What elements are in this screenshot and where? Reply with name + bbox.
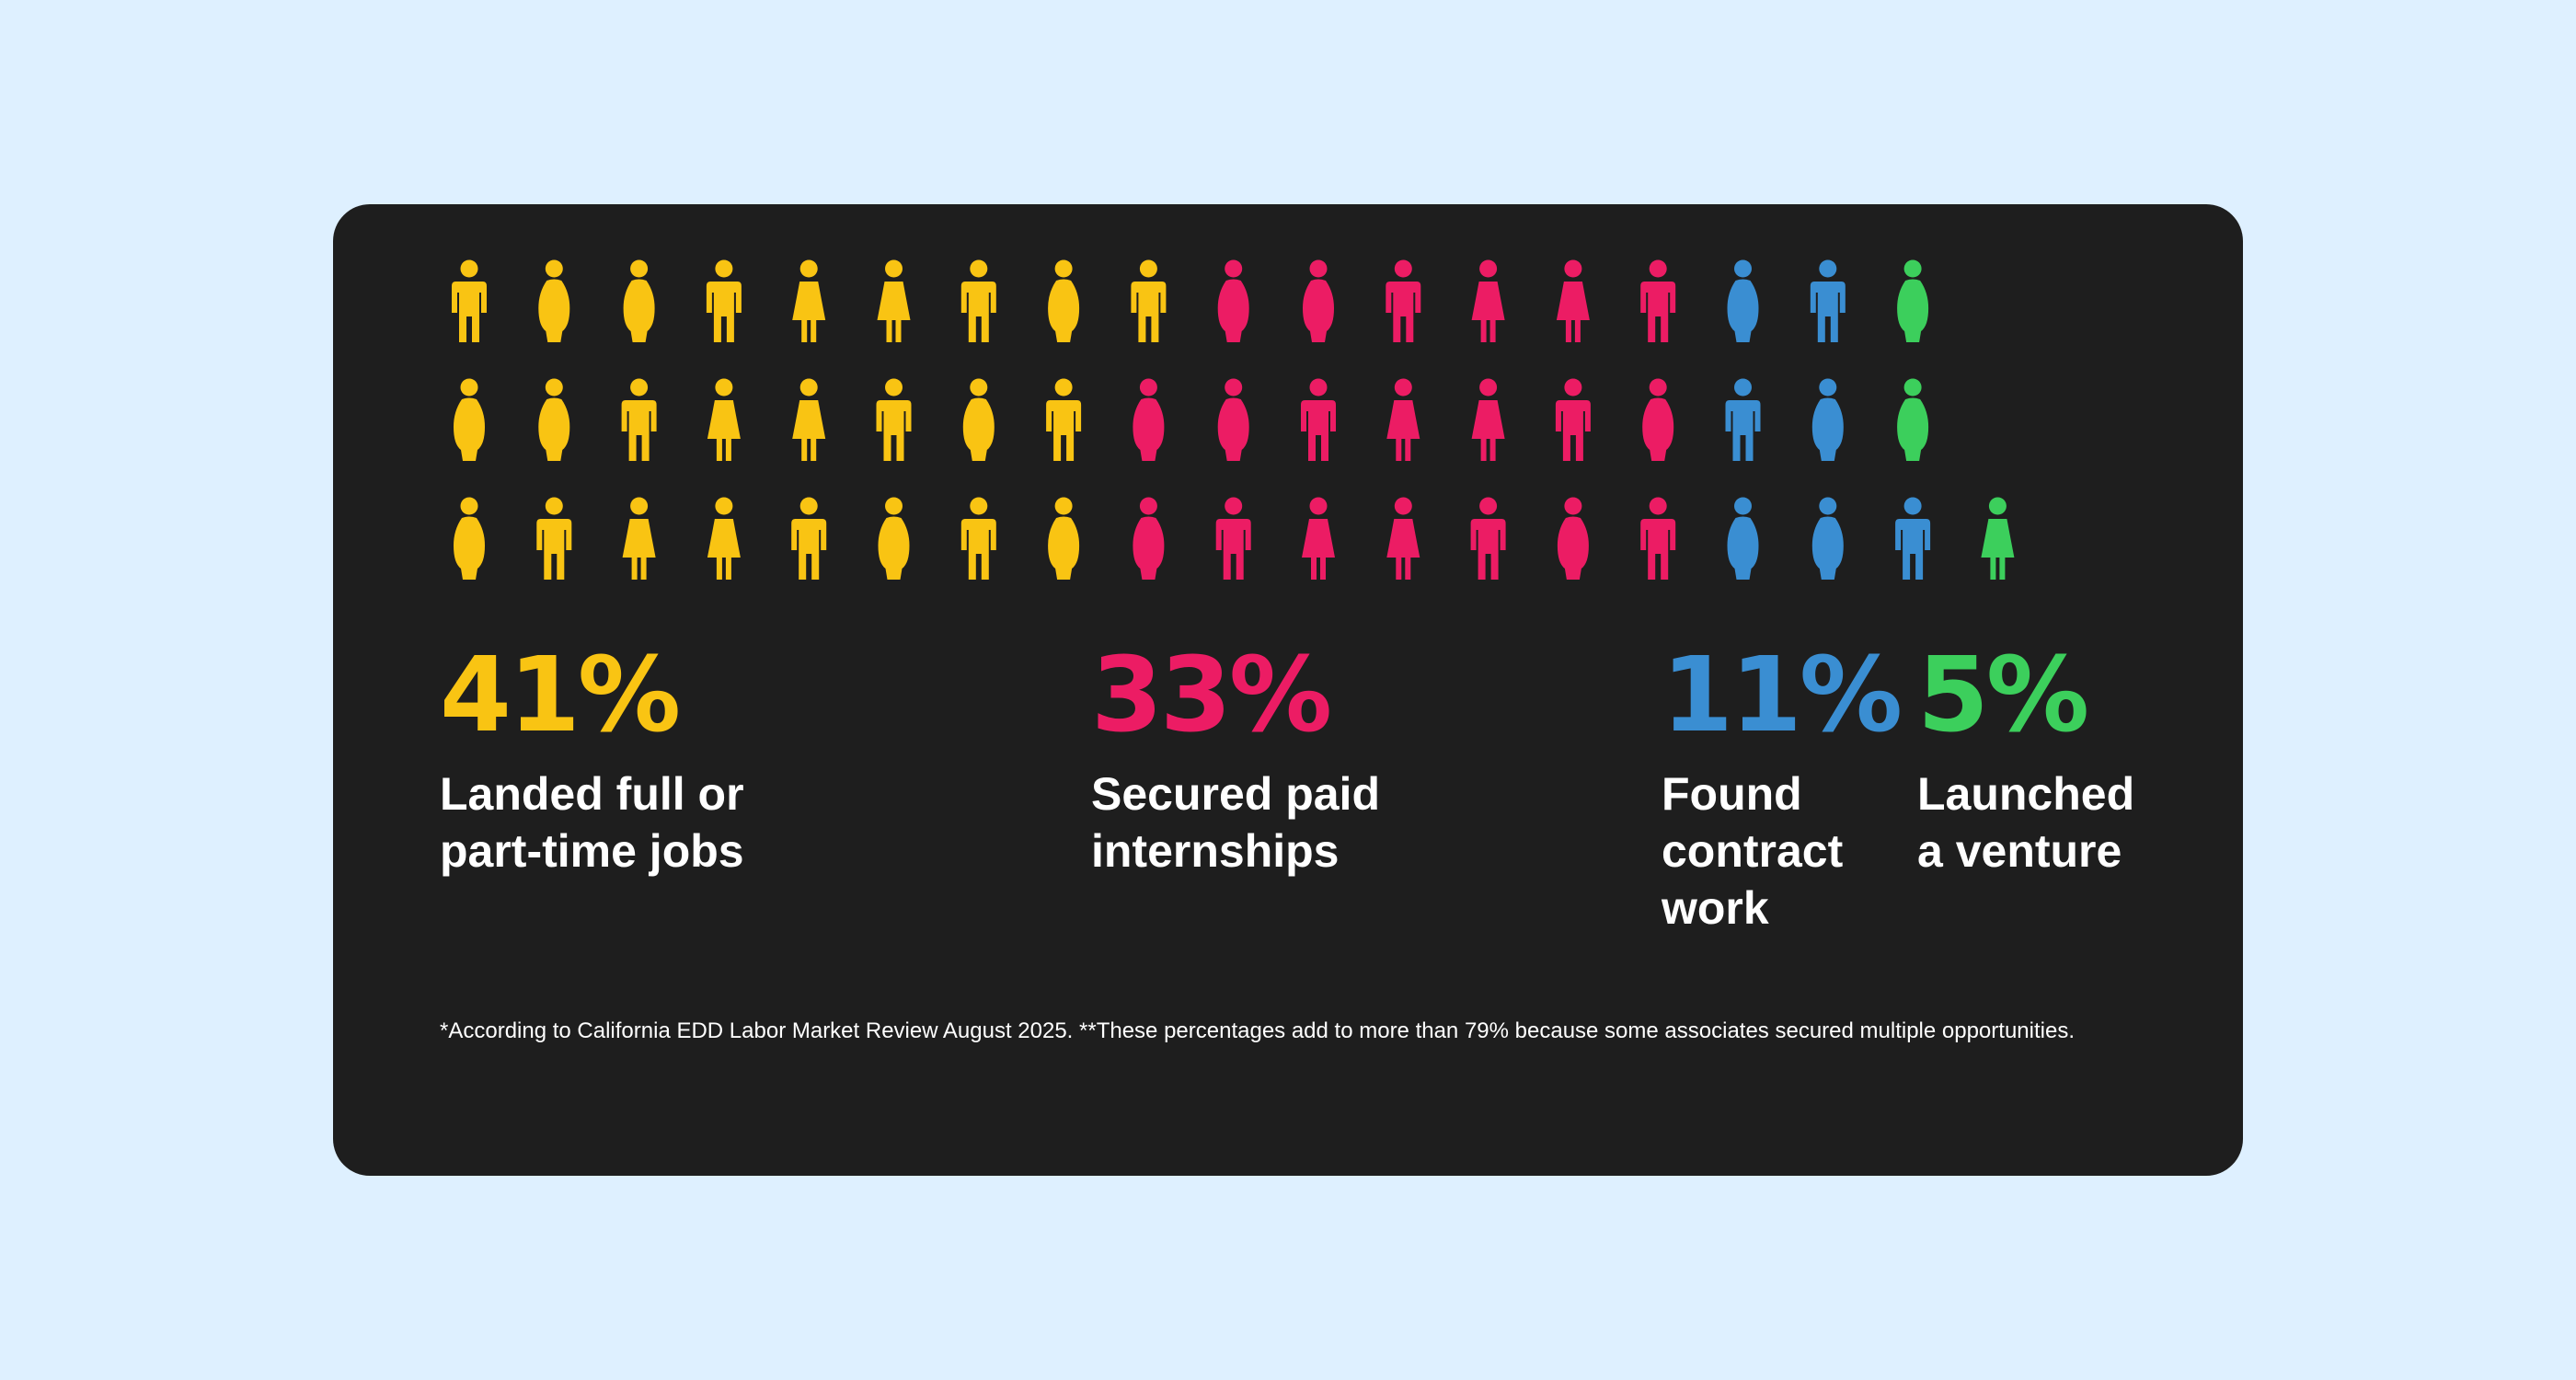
stat-contract-label: Found contract work [1662,765,1900,937]
person-icon-yellow [623,259,655,342]
person-icon-pink [1386,259,1421,342]
person-icon-blue [1810,259,1846,342]
people-pictogram [452,259,2015,580]
person-icon-blue [1725,378,1761,461]
stat-internships: 33% Secured paid internships [1091,644,1380,880]
stat-contract-label-line: contract [1662,825,1844,877]
person-icon-yellow [1048,497,1080,580]
infographic-card: 41% Landed full or part-time jobs 33% Se… [333,204,2243,1176]
person-icon-yellow [792,378,826,461]
person-icon-yellow [707,497,741,580]
person-icon-pink [1215,497,1251,580]
person-icon-pink [1471,259,1505,342]
person-icon-pink [1217,259,1249,342]
person-icon-yellow [1046,378,1082,461]
stat-internships-label-line: Secured paid [1091,768,1380,820]
person-icon-yellow [621,378,657,461]
person-icon-pink [1302,497,1335,580]
person-icon-pink [1471,378,1505,461]
person-icon-pink [1556,259,1590,342]
person-icon-yellow [622,497,656,580]
person-icon-blue [1727,497,1759,580]
person-icon-pink [1642,378,1674,461]
person-icon-yellow [960,259,996,342]
person-icon-pink [1217,378,1249,461]
stat-contract-label-line: Found [1662,768,1802,820]
person-icon-yellow [538,259,570,342]
person-icon-yellow [1131,259,1167,342]
person-icon-yellow [707,378,741,461]
stat-jobs-percent: 41% [440,636,681,755]
person-icon-yellow [536,497,572,580]
stat-contract-label-line: work [1662,882,1769,934]
stat-internships-label: Secured paid internships [1091,765,1380,880]
stat-internships-label-line: internships [1091,825,1340,877]
person-icon-pink [1640,497,1676,580]
person-icon-pink [1470,497,1506,580]
person-icon-pink [1557,497,1589,580]
person-icon-blue [1811,497,1844,580]
person-icon-pink [1133,378,1165,461]
person-icon-pink [1386,497,1420,580]
person-icon-green [1981,497,2015,580]
person-icon-yellow [876,378,912,461]
person-icon-yellow [452,259,487,342]
person-icon-green [1897,378,1929,461]
person-icon-pink [1133,497,1165,580]
stat-internships-percent: 33% [1091,636,1332,755]
person-icon-yellow [962,378,995,461]
person-icon-pink [1555,378,1591,461]
stat-venture: 5% Launched a venture [1917,644,2134,880]
stat-venture-label: Launched a venture [1917,765,2134,880]
person-icon-yellow [791,497,827,580]
stat-jobs-label-line: part-time jobs [440,825,744,877]
stat-jobs-label: Landed full or part-time jobs [440,765,744,880]
person-icon-yellow [538,378,570,461]
stat-venture-label-line: a venture [1917,825,2122,877]
person-icon-pink [1303,259,1334,342]
person-icon-yellow [960,497,996,580]
footnote: *According to California EDD Labor Marke… [440,1018,2075,1043]
stat-contract-percent: 11% [1662,636,1903,755]
person-icon-green [1897,259,1929,342]
person-icon-yellow [454,378,485,461]
person-icon-blue [1727,259,1759,342]
person-icon-blue [1811,378,1844,461]
person-icon-yellow [706,259,742,342]
stat-venture-percent: 5% [1917,636,2089,755]
person-icon-pink [1640,259,1676,342]
person-icon-pink [1386,378,1420,461]
person-icon-yellow [454,497,485,580]
stat-contract: 11% Found contract work [1662,636,1903,937]
stat-venture-label-line: Launched [1917,768,2135,820]
person-icon-pink [1301,378,1336,461]
person-icon-yellow [792,259,826,342]
person-icon-yellow [1048,259,1080,342]
person-icon-yellow [878,497,910,580]
person-icon-yellow [877,259,911,342]
person-icon-blue [1895,497,1931,580]
stat-jobs: 41% Landed full or part-time jobs [440,644,744,880]
stat-jobs-label-line: Landed full or [440,768,744,820]
